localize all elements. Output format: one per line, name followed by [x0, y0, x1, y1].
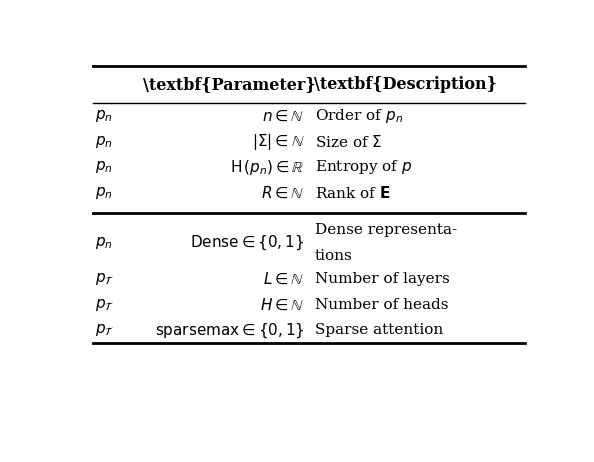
Text: $\mathrm{sparsemax} \in \{0, 1\}$: $\mathrm{sparsemax} \in \{0, 1\}$ [154, 321, 304, 340]
Text: $p_n$: $p_n$ [95, 235, 113, 251]
Text: $R \in \mathbb{N}$: $R \in \mathbb{N}$ [261, 185, 304, 201]
Text: $L \in \mathbb{N}$: $L \in \mathbb{N}$ [263, 272, 304, 287]
Text: \textbf{Parameter}: \textbf{Parameter} [143, 76, 315, 93]
Text: $n \in \mathbb{N}$: $n \in \mathbb{N}$ [262, 109, 304, 123]
Text: $\mathrm{Dense} \in \{0, 1\}$: $\mathrm{Dense} \in \{0, 1\}$ [190, 234, 304, 252]
Text: $p_n$: $p_n$ [95, 134, 113, 150]
Text: $p_{\mathcal{T}}$: $p_{\mathcal{T}}$ [95, 297, 115, 313]
Text: $|\Sigma| \in \mathbb{N}$: $|\Sigma| \in \mathbb{N}$ [252, 132, 304, 152]
Text: $\mathrm{H}\,(p_n) \in \mathbb{R}$: $\mathrm{H}\,(p_n) \in \mathbb{R}$ [230, 158, 304, 177]
Text: Number of heads: Number of heads [315, 298, 448, 312]
Text: $p_n$: $p_n$ [95, 108, 113, 124]
Text: Number of layers: Number of layers [315, 272, 449, 286]
Text: Entropy of $p$: Entropy of $p$ [315, 158, 412, 176]
Text: Size of $\Sigma$: Size of $\Sigma$ [315, 134, 382, 150]
Text: \textbf{Description}: \textbf{Description} [314, 76, 497, 93]
Text: Sparse attention: Sparse attention [315, 323, 443, 337]
Text: $p_n$: $p_n$ [95, 159, 113, 176]
Text: Rank of $\mathbf{E}$: Rank of $\mathbf{E}$ [315, 185, 390, 201]
Text: $p_n$: $p_n$ [95, 185, 113, 201]
Text: tions: tions [315, 249, 352, 263]
Text: Dense representa-: Dense representa- [315, 223, 457, 237]
Text: $p_{\mathcal{T}}$: $p_{\mathcal{T}}$ [95, 322, 115, 339]
Text: $p_{\mathcal{T}}$: $p_{\mathcal{T}}$ [95, 271, 115, 287]
Text: $H \in \mathbb{N}$: $H \in \mathbb{N}$ [260, 297, 304, 312]
Text: Order of $p_n$: Order of $p_n$ [315, 107, 403, 125]
